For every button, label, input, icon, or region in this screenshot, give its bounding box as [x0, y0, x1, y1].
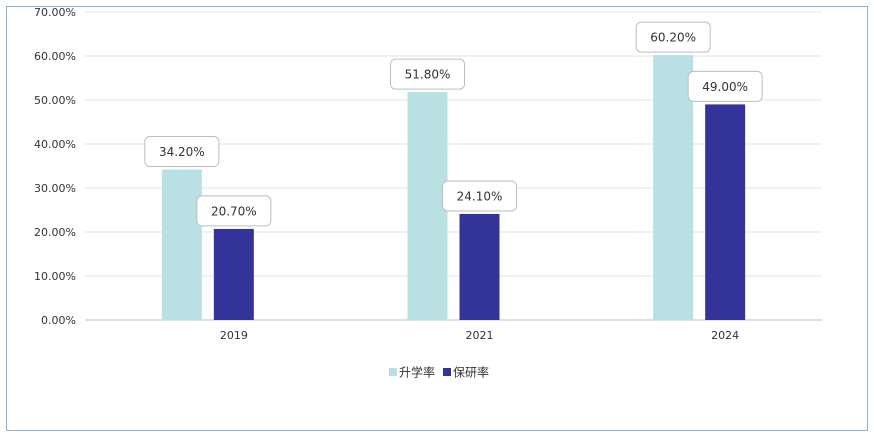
bar	[705, 104, 746, 321]
bar	[213, 228, 254, 320]
data-label-box	[687, 70, 763, 102]
bar	[459, 213, 500, 320]
y-tick-label: 60.00%	[34, 50, 76, 63]
data-label: 60.20%	[650, 31, 696, 45]
x-tick-label: 2021	[466, 329, 494, 342]
x-tick-label: 2024	[711, 329, 739, 342]
x-tick-label: 2019	[220, 329, 248, 342]
data-label-box	[144, 136, 220, 168]
bars	[161, 55, 746, 321]
data-label-box	[390, 58, 465, 90]
legend-swatch	[389, 368, 397, 376]
legend: 升学率 保研率	[389, 365, 489, 380]
bar	[161, 169, 202, 320]
y-axis: 0.00% 10.00% 20.00% 30.00% 40.00% 50.00% 60.00…	[34, 6, 76, 327]
legend-swatch	[443, 368, 451, 376]
data-label-box	[442, 180, 517, 212]
legend-label: 保研率	[453, 365, 489, 380]
data-label: 34.20%	[159, 145, 205, 159]
legend-label: 升学率	[399, 365, 435, 380]
bar	[407, 92, 448, 320]
data-label-box	[635, 21, 711, 53]
data-label: 24.10%	[457, 189, 503, 203]
y-tick-label: 50.00%	[34, 94, 76, 107]
data-label: 20.70%	[211, 204, 257, 218]
data-label: 49.00%	[702, 80, 748, 94]
data-label: 51.80%	[405, 68, 451, 82]
y-tick-label: 40.00%	[34, 138, 76, 151]
data-labels: 34.20% 20.70% 51.80% 24.10% 60.20% 49.00%	[144, 21, 763, 227]
y-tick-label: 30.00%	[34, 182, 76, 195]
y-tick-label: 20.00%	[34, 226, 76, 239]
data-label-box	[196, 195, 272, 227]
x-axis: 2019 2021 2024	[220, 329, 739, 342]
y-tick-label: 70.00%	[34, 6, 76, 19]
y-tick-label: 0.00%	[41, 314, 76, 327]
bar	[653, 55, 694, 321]
y-tick-label: 10.00%	[34, 270, 76, 283]
